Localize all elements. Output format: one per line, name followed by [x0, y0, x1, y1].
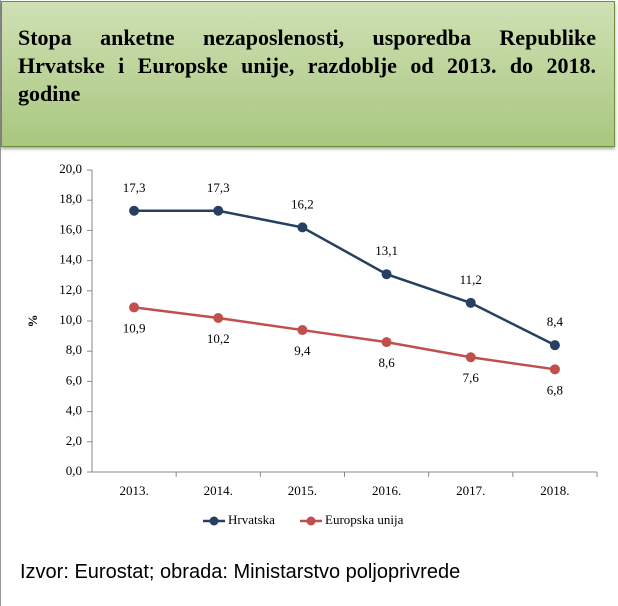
header — [1, 1, 615, 147]
data-label: 9,4 — [294, 343, 311, 358]
legend-label: Hrvatska — [228, 512, 275, 527]
series-point — [465, 297, 476, 308]
y-tick-label: 2,0 — [66, 433, 82, 448]
series-point — [129, 302, 140, 313]
data-label: 8,4 — [547, 314, 564, 329]
y-tick-label: 4,0 — [66, 403, 82, 418]
legend-marker — [209, 516, 219, 526]
x-tick-label: 2017. — [456, 483, 485, 498]
x-tick-label: 2015. — [288, 483, 317, 498]
series-point — [129, 205, 140, 216]
data-label: 10,2 — [207, 331, 230, 346]
y-tick-label: 18,0 — [59, 191, 82, 206]
data-label: 8,6 — [378, 355, 395, 370]
data-label: 17,3 — [123, 180, 146, 195]
y-tick-label: 20,0 — [59, 161, 82, 176]
y-tick-label: 10,0 — [59, 312, 82, 327]
x-tick-label: 2013. — [119, 483, 148, 498]
series-point — [549, 340, 560, 351]
series-line — [134, 209, 556, 347]
series-point — [549, 364, 560, 375]
x-tick-label: 2014. — [204, 483, 233, 498]
data-label: 10,9 — [123, 320, 146, 335]
series-line — [133, 306, 556, 371]
y-axis-label: % — [25, 315, 40, 328]
series-point — [381, 337, 392, 348]
data-label: 6,8 — [547, 382, 563, 397]
legend-marker — [306, 516, 316, 526]
x-tick-label: 2018. — [540, 483, 569, 498]
series-point — [465, 352, 476, 363]
series-point — [297, 325, 308, 336]
y-tick-label: 0,0 — [66, 463, 82, 478]
chart: % 0,0 2,0 4,0 6,0 8,0 10,0 12,0 14,0 16,0 18,0 20,0… — [25, 161, 598, 527]
legend-label: Europska unija — [325, 512, 404, 527]
series-point — [297, 222, 308, 233]
series-point — [213, 205, 224, 216]
series-point — [381, 269, 392, 280]
y-tick-label: 8,0 — [66, 342, 82, 357]
y-tick-label: 12,0 — [59, 282, 82, 297]
data-label: 11,2 — [460, 272, 482, 287]
data-label: 13,1 — [375, 243, 398, 258]
y-tick-label: 6,0 — [66, 372, 82, 387]
series-point — [213, 312, 224, 323]
x-tick-label: 2016. — [372, 483, 401, 498]
data-label: 7,6 — [463, 370, 480, 385]
y-tick-label: 16,0 — [59, 221, 82, 236]
y-tick-label: 14,0 — [59, 252, 82, 267]
source: Izvor: Eurostat; obrada: Ministarstvo po… — [20, 561, 461, 583]
data-label: 16,2 — [291, 196, 314, 211]
data-label: 17,3 — [207, 180, 230, 195]
chart-title: Stopa anketne nezaposlenosti, usporedba … — [18, 25, 596, 106]
